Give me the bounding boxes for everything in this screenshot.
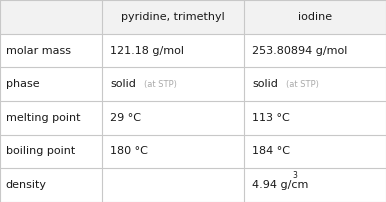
Text: solid: solid — [110, 79, 136, 89]
Text: 184 °C: 184 °C — [252, 146, 290, 157]
Bar — [102, 0, 244, 34]
Text: phase: phase — [6, 79, 39, 89]
Bar — [0, 0, 102, 34]
Text: iodine: iodine — [298, 12, 332, 22]
Text: pyridine, trimethyl: pyridine, trimethyl — [122, 12, 225, 22]
Text: density: density — [6, 180, 47, 190]
Text: (at STP): (at STP) — [286, 80, 319, 89]
Text: 180 °C: 180 °C — [110, 146, 148, 157]
Text: 4.94 g/cm: 4.94 g/cm — [252, 180, 308, 190]
Text: 29 °C: 29 °C — [110, 113, 141, 123]
Text: boiling point: boiling point — [6, 146, 75, 157]
Text: solid: solid — [252, 79, 278, 89]
Bar — [244, 0, 386, 34]
Text: 3: 3 — [292, 171, 297, 180]
Text: molar mass: molar mass — [6, 45, 71, 56]
Text: 113 °C: 113 °C — [252, 113, 290, 123]
Text: (at STP): (at STP) — [144, 80, 177, 89]
Text: 121.18 g/mol: 121.18 g/mol — [110, 45, 184, 56]
Text: 253.80894 g/mol: 253.80894 g/mol — [252, 45, 347, 56]
Text: melting point: melting point — [6, 113, 80, 123]
